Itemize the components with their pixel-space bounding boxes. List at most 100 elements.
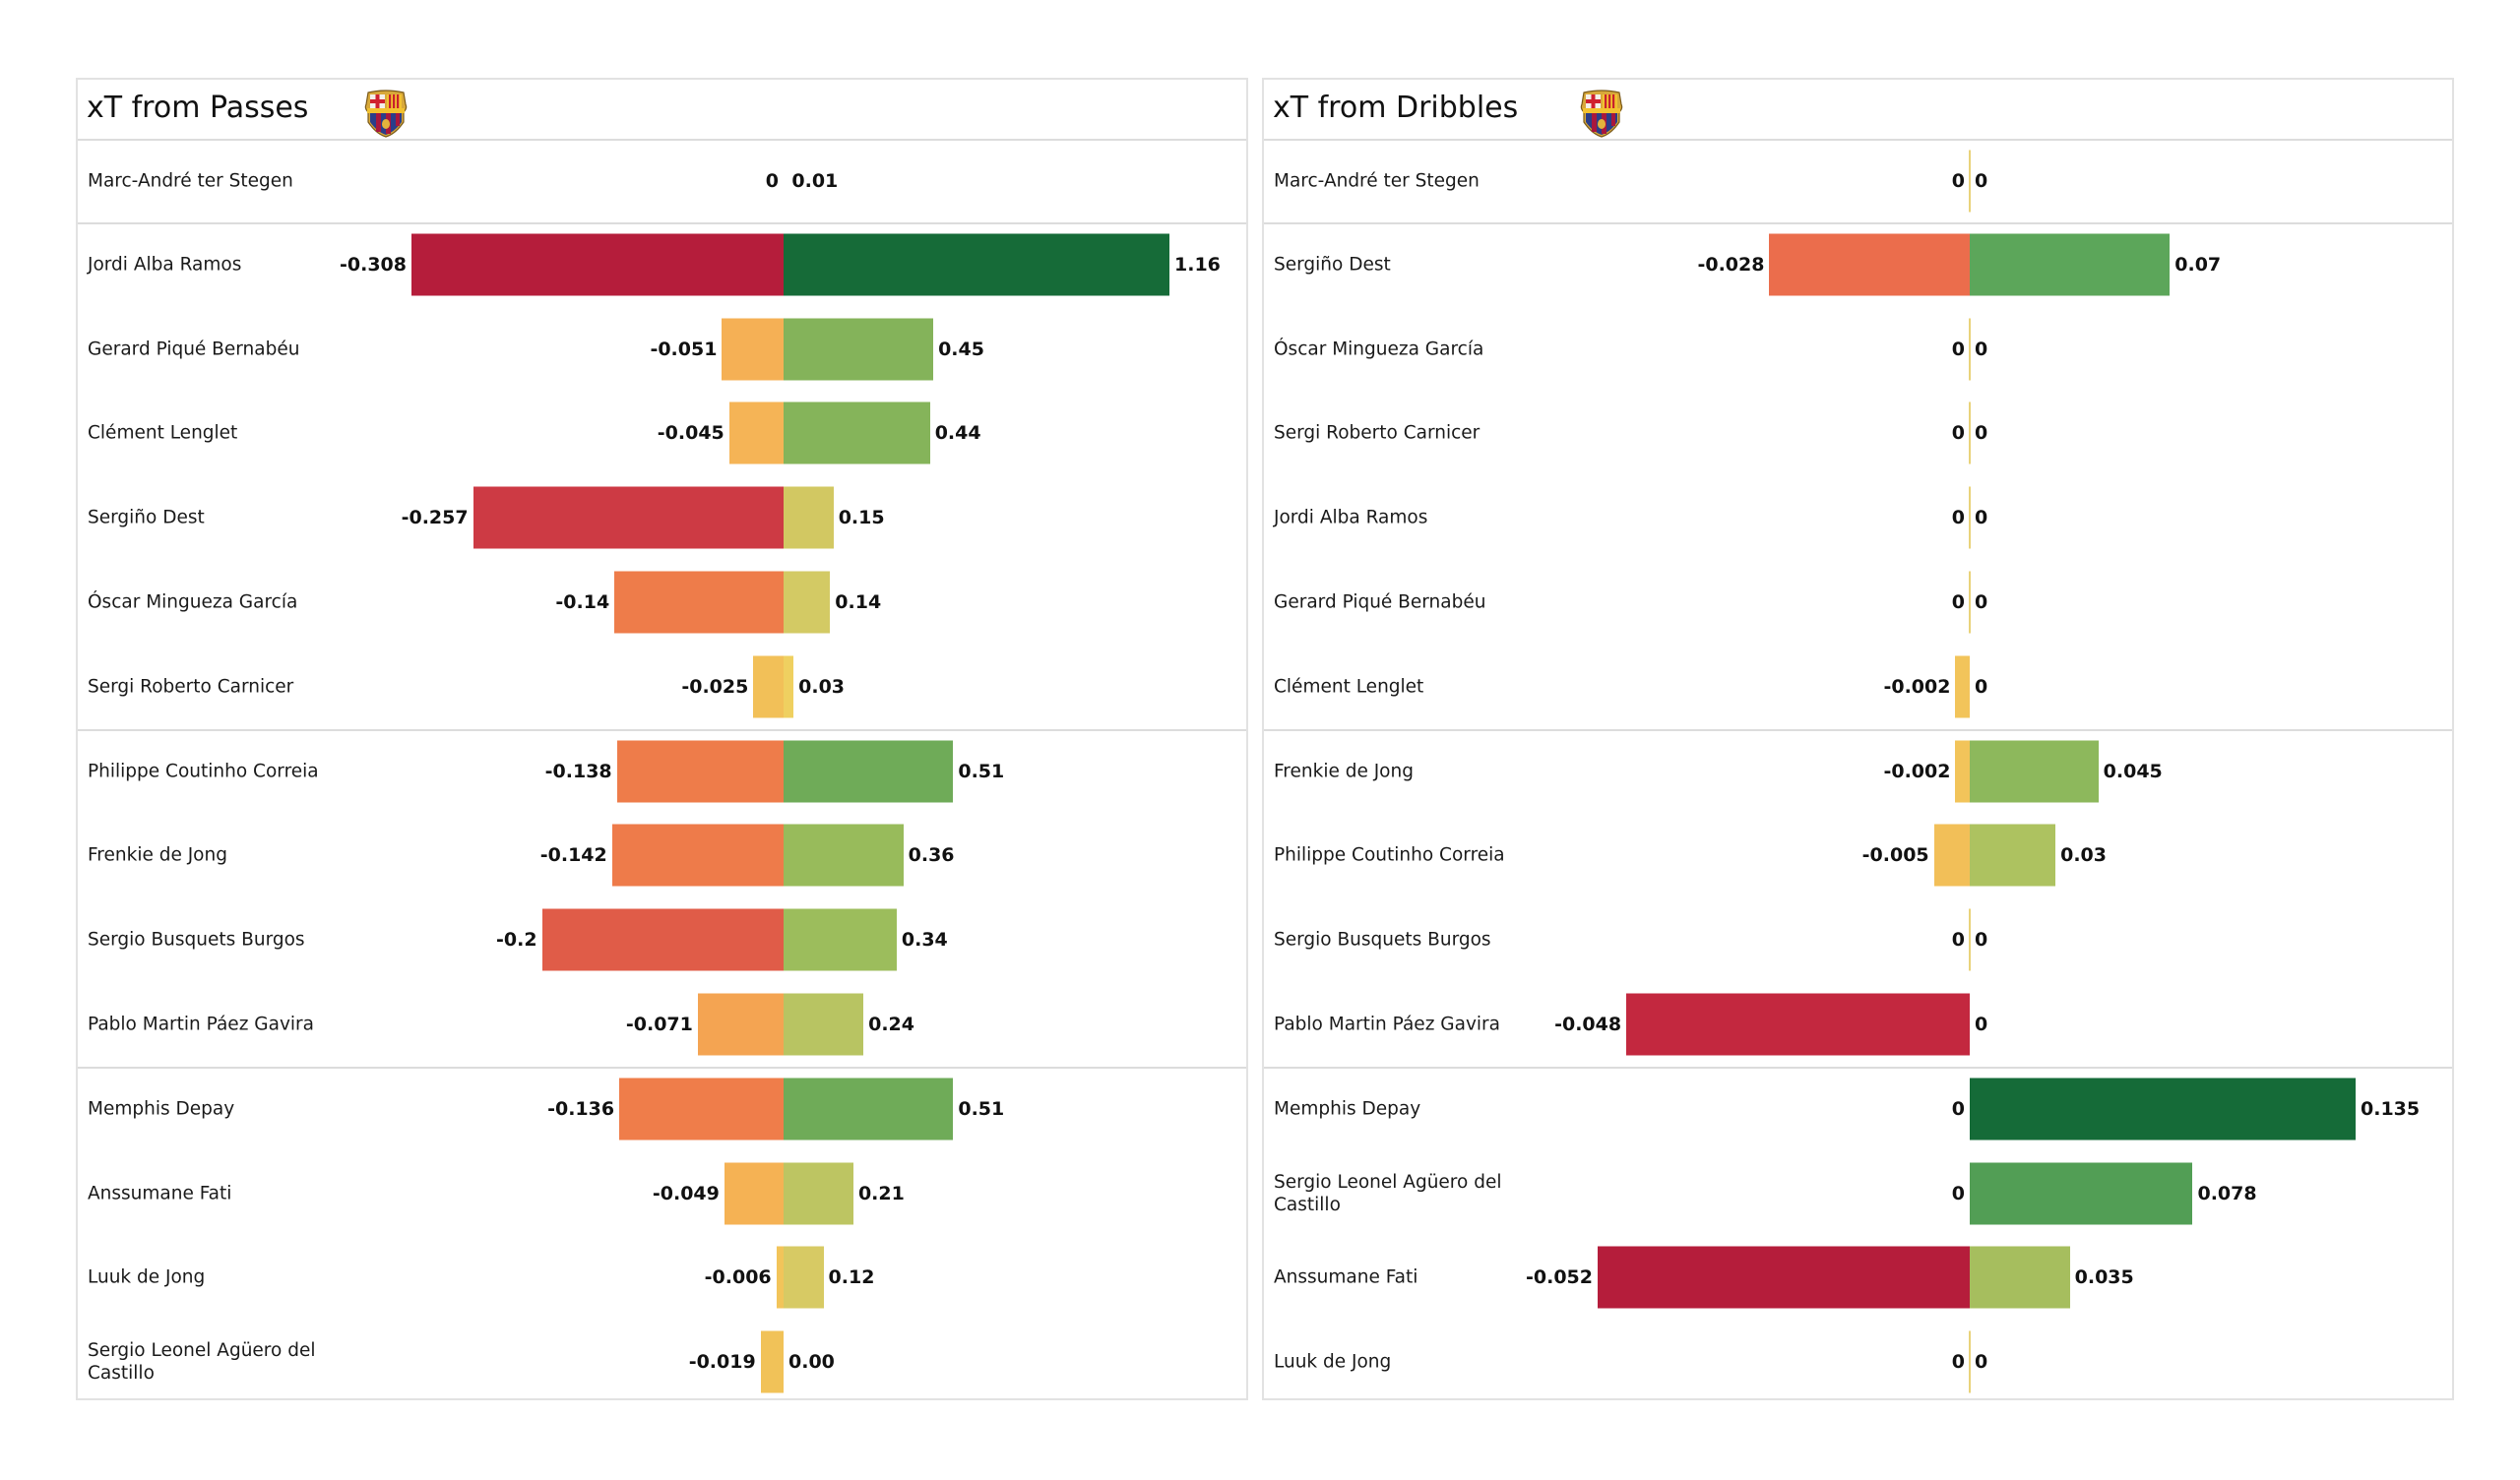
player-name: Sergiño Dest xyxy=(1274,254,1391,276)
positive-value-label: 0 xyxy=(1975,422,1988,445)
player-name: Luuk de Jong xyxy=(88,1266,206,1288)
player-row: Memphis Depay 0 0.135 xyxy=(1264,1067,2452,1151)
negative-value-label: -0.051 xyxy=(650,338,718,360)
negative-value-label: -0.028 xyxy=(1697,253,1765,276)
negative-xt-bar xyxy=(724,1162,784,1225)
positive-xt-bar xyxy=(784,571,831,634)
negative-value-label: 0 xyxy=(1951,338,1965,360)
positive-xt-bar xyxy=(1970,1162,2193,1225)
positive-value-label: 0.45 xyxy=(938,338,984,360)
positive-value-label: 0.01 xyxy=(791,169,839,192)
player-row: Anssumane Fati -0.049 0.21 xyxy=(78,1151,1246,1236)
player-row: Clément Lenglet -0.002 0 xyxy=(1264,645,2452,729)
player-name: Pablo Martin Páez Gavira xyxy=(88,1014,314,1035)
player-name: Clément Lenglet xyxy=(88,422,238,444)
player-row: Frenkie de Jong -0.142 0.36 xyxy=(78,814,1246,898)
negative-value-label: 0 xyxy=(1951,169,1965,192)
negative-value-label: -0.138 xyxy=(544,760,612,782)
negative-value-label: 0 xyxy=(1951,591,1965,614)
player-row: Anssumane Fati -0.052 0.035 xyxy=(1264,1236,2452,1321)
negative-xt-bar xyxy=(614,571,784,634)
negative-xt-bar xyxy=(697,993,784,1056)
section-divider xyxy=(1264,1067,2452,1069)
positive-xt-bar xyxy=(784,740,954,803)
player-name: Anssumane Fati xyxy=(1274,1266,1418,1288)
player-row: Gerard Piqué Bernabéu 0 0 xyxy=(1264,560,2452,645)
panel-header: xT from Passes xyxy=(78,80,1246,141)
positive-value-label: 0 xyxy=(1975,929,1988,952)
player-name: Clément Lenglet xyxy=(1274,676,1424,698)
positive-value-label: 0 xyxy=(1975,169,1988,192)
positive-value-label: 0.07 xyxy=(2174,253,2222,276)
negative-value-label: -0.142 xyxy=(539,844,607,867)
player-name: Gerard Piqué Bernabéu xyxy=(1274,591,1486,613)
negative-xt-bar xyxy=(1769,233,1970,296)
section-divider xyxy=(1264,728,2452,731)
xt-passes-panel: xT from Passes Marc-André ter Stegen 0 0.0… xyxy=(76,78,1248,1400)
positive-value-label: 0.51 xyxy=(958,760,1005,782)
zero-value-marker xyxy=(1969,1330,1971,1393)
player-row: Luuk de Jong -0.006 0.12 xyxy=(78,1236,1246,1321)
player-row: Sergio Busquets Burgos -0.2 0.34 xyxy=(78,897,1246,982)
player-name: Sergio Leonel Agüero del Castillo xyxy=(88,1340,316,1385)
positive-xt-bar xyxy=(1970,233,2171,296)
negative-value-label: -0.025 xyxy=(681,675,749,698)
positive-value-label: 0 xyxy=(1975,507,1988,529)
player-row: Sergio Busquets Burgos 0 0 xyxy=(1264,897,2452,982)
positive-value-label: 0.078 xyxy=(2197,1182,2257,1204)
positive-value-label: 0.21 xyxy=(857,1182,905,1204)
positive-value-label: 0.135 xyxy=(2361,1097,2421,1120)
player-name: Marc-André ter Stegen xyxy=(1274,170,1480,191)
player-name: Luuk de Jong xyxy=(1274,1351,1392,1373)
player-row: Marc-André ter Stegen 0 0 xyxy=(1264,139,2452,222)
player-row: Sergiño Dest -0.028 0.07 xyxy=(1264,222,2452,307)
negative-xt-bar xyxy=(1955,740,1970,803)
player-name: Sergio Leonel Agüero del Castillo xyxy=(1274,1171,1502,1215)
positive-value-label: 0.34 xyxy=(901,929,948,952)
positive-value-label: 0 xyxy=(1975,675,1988,698)
player-name: Gerard Piqué Bernabéu xyxy=(88,339,300,360)
panel-header: xT from Dribbles xyxy=(1264,80,2452,141)
positive-xt-bar xyxy=(784,993,864,1056)
zero-value-marker xyxy=(1969,486,1971,549)
player-name: Sergio Busquets Burgos xyxy=(88,929,305,951)
negative-value-label: -0.2 xyxy=(496,929,537,952)
negative-value-label: -0.006 xyxy=(704,1266,772,1289)
negative-value-label: -0.308 xyxy=(340,253,407,276)
negative-value-label: -0.002 xyxy=(1883,760,1951,782)
negative-xt-bar xyxy=(1598,1246,1970,1309)
player-row: Philippe Coutinho Correia -0.005 0.03 xyxy=(1264,814,2452,898)
zero-value-marker xyxy=(1969,401,1971,464)
positive-value-label: 1.16 xyxy=(1174,253,1221,276)
positive-xt-bar xyxy=(784,486,834,549)
player-name: Óscar Mingueza García xyxy=(88,591,298,613)
zero-value-marker xyxy=(1969,908,1971,971)
player-name: Sergi Roberto Carnicer xyxy=(88,676,294,698)
positive-xt-bar xyxy=(1970,1246,2070,1309)
positive-xt-bar xyxy=(784,1078,954,1141)
negative-xt-bar xyxy=(1955,655,1970,718)
player-name: Memphis Depay xyxy=(1274,1098,1421,1120)
negative-xt-bar xyxy=(472,486,784,549)
player-row: Pablo Martin Páez Gavira -0.048 0 xyxy=(1264,982,2452,1067)
negative-xt-bar xyxy=(616,740,784,803)
negative-value-label: 0 xyxy=(1951,422,1965,445)
player-row: Memphis Depay -0.136 0.51 xyxy=(78,1067,1246,1151)
player-row: Sergio Leonel Agüero del Castillo 0 0.078 xyxy=(1264,1151,2452,1236)
player-name: Philippe Coutinho Correia xyxy=(1274,844,1505,866)
positive-value-label: 0.15 xyxy=(838,507,885,529)
fc-barcelona-crest-icon xyxy=(1580,90,1623,138)
player-row: Jordi Alba Ramos -0.308 1.16 xyxy=(78,222,1246,307)
player-row: Sergi Roberto Carnicer 0 0 xyxy=(1264,392,2452,476)
negative-xt-bar xyxy=(611,824,784,887)
negative-xt-bar xyxy=(753,655,784,718)
positive-value-label: 0.24 xyxy=(868,1014,914,1036)
positive-value-label: 0 xyxy=(1975,1351,1988,1374)
negative-value-label: 0 xyxy=(1951,507,1965,529)
positive-xt-bar xyxy=(784,401,930,464)
panel-title: xT from Passes xyxy=(87,91,309,125)
player-row: Philippe Coutinho Correia -0.138 0.51 xyxy=(78,729,1246,814)
player-name: Philippe Coutinho Correia xyxy=(88,761,319,782)
positive-value-label: 0.045 xyxy=(2103,760,2163,782)
positive-value-label: 0 xyxy=(1975,1014,1988,1036)
